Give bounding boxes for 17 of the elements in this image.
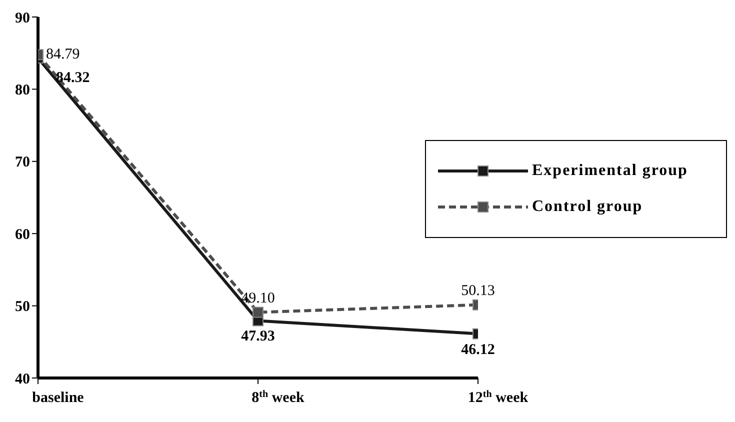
text: Experimental group (532, 162, 688, 180)
data-label: 47.93 (241, 328, 275, 345)
text: Control group (532, 198, 643, 216)
y-tick-label: 60 (15, 226, 30, 243)
data-label: 49.10 (241, 290, 275, 306)
x-tick-label: baseline (32, 390, 84, 406)
y-tick-label: 80 (15, 82, 30, 99)
data-label: 50.13 (461, 282, 495, 299)
data-label: 84.32 (56, 70, 90, 86)
data-label: 46.12 (461, 342, 495, 358)
y-tick-label: 50 (15, 299, 30, 316)
data-label: 84.79 (46, 46, 80, 63)
x-tick-label: 12$^{th}$ week (468, 388, 529, 406)
y-tick-label: 40 (15, 371, 30, 388)
x-tick-label: 8$^{th}$ week (252, 388, 305, 406)
y-tick-label: 90 (15, 10, 30, 26)
y-tick-label: 70 (15, 154, 30, 171)
